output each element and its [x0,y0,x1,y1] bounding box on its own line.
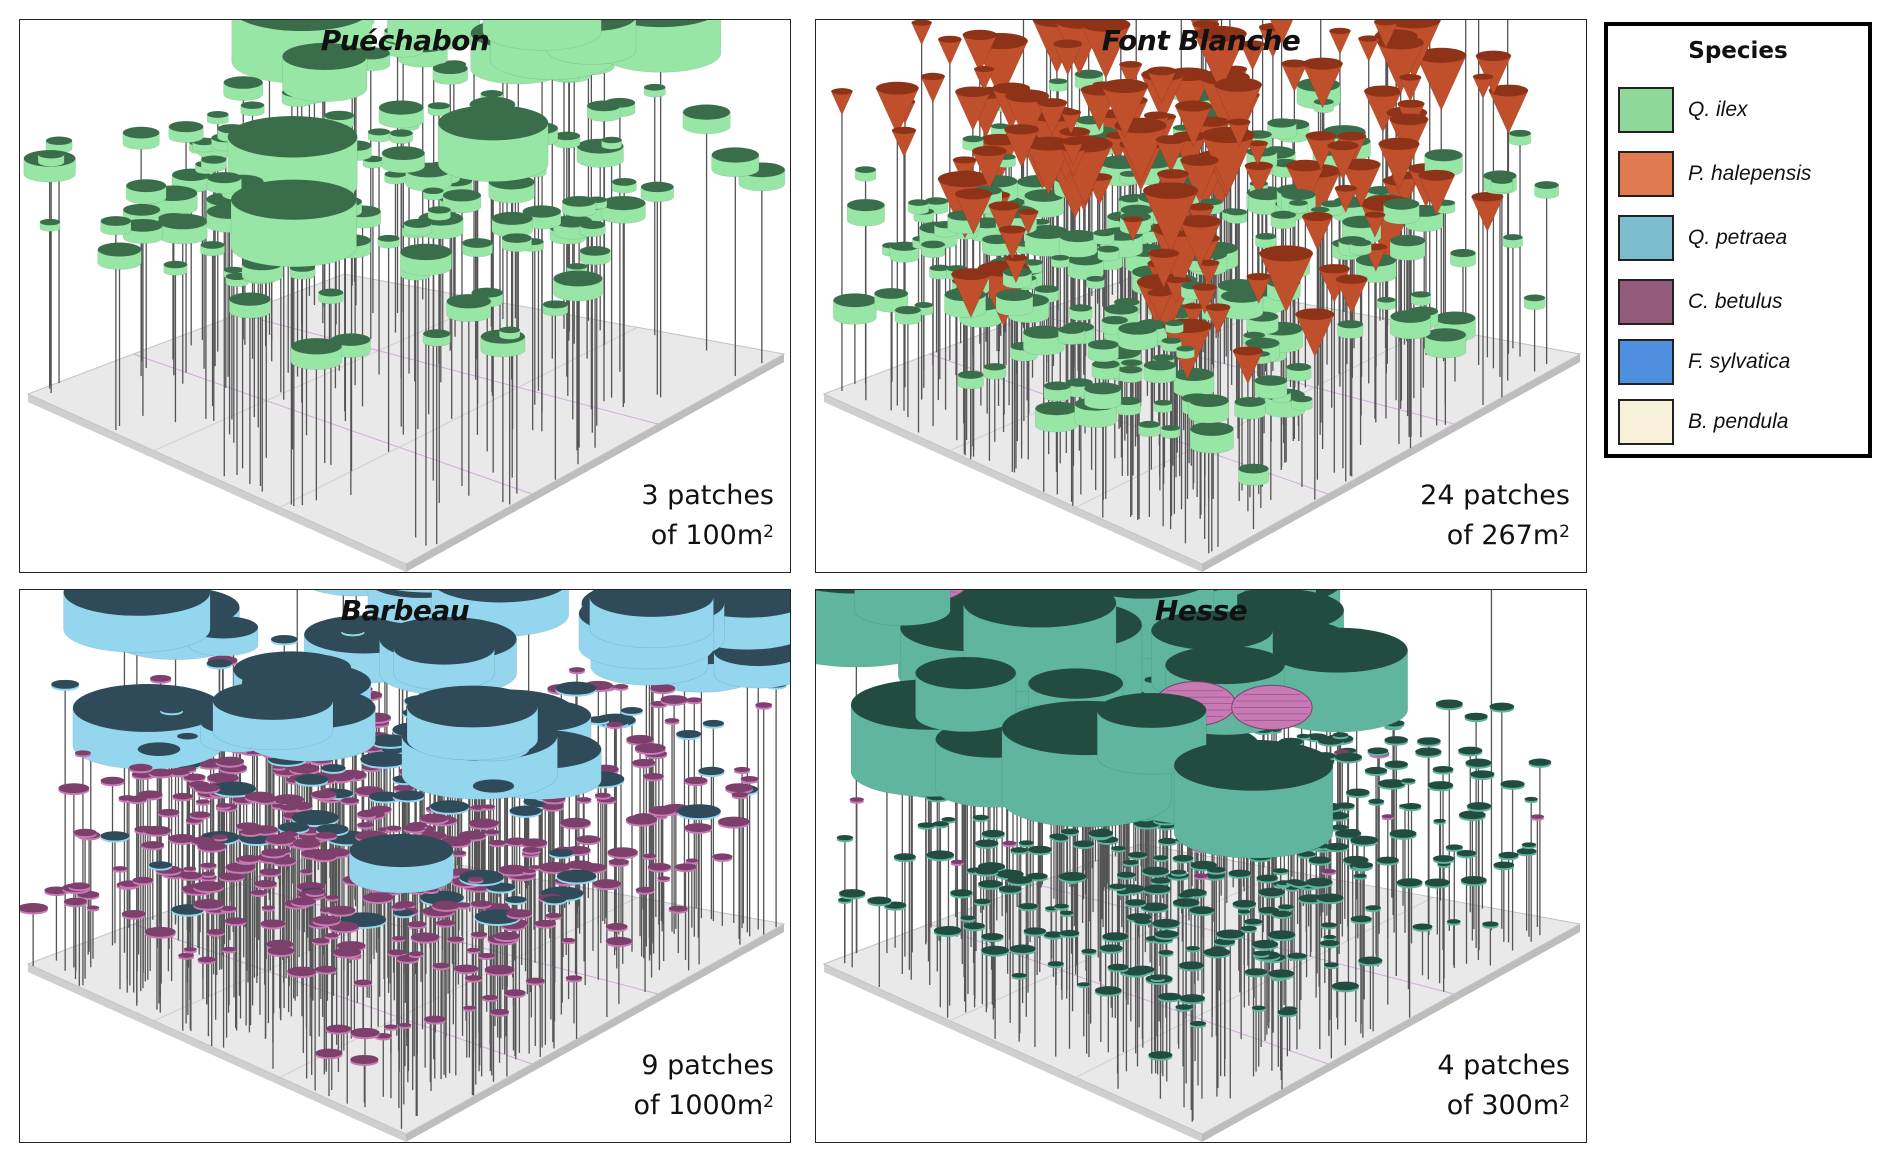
patch-info: 3 patches of 100m2 [641,476,774,556]
legend-swatch [1618,339,1674,385]
tree-crowns [20,590,790,1066]
legend-label: B. pendula [1688,410,1789,433]
tree-crowns [816,590,1552,1061]
stand-view-puechabon [23,20,786,572]
legend-item-f-sylvatica: F. sylvatica [1618,338,1790,386]
patch-area: of 100m2 [650,520,774,551]
patch-count: 9 patches [641,1050,774,1081]
legend-label: Q. petraea [1688,226,1788,249]
legend-item-c-betulus: C. betulus [1618,278,1783,326]
patch-area: of 300m2 [1446,1090,1570,1121]
legend-item-q-ilex: Q. ilex [1618,86,1748,134]
panel-title: Font Blanche [1101,24,1301,57]
tree-crowns [830,20,1560,486]
patch-info: 24 patches of 267m2 [1420,476,1570,556]
patch-info: 9 patches of 1000m2 [634,1046,774,1126]
stand-view-hesse [816,590,1582,1142]
tree-crowns [23,20,786,370]
patch-count: 3 patches [641,480,774,511]
legend-label: P. halepensis [1688,162,1812,185]
legend-swatch [1618,87,1674,133]
legend-swatch [1618,151,1674,197]
legend-swatch [1618,279,1674,325]
legend-item-b-pendula: B. pendula [1618,398,1788,446]
patch-area: of 267m2 [1446,520,1570,551]
legend-title: Species [1688,38,1788,64]
species-legend: Species Q. ilex P. halepensis Q. petraea… [1604,22,1872,458]
panel-puechabon: Puéchabon 3 patches of 100m2 [19,19,791,573]
panel-barbeau: Barbeau 9 patches of 1000m2 [19,589,791,1143]
panel-title: Puéchabon [320,24,490,57]
panel-font-blanche: Font Blanche 24 patches of 267m2 [815,19,1587,573]
patch-count: 24 patches [1420,480,1570,511]
legend-label: C. betulus [1688,290,1783,313]
patch-info: 4 patches of 300m2 [1437,1046,1570,1126]
stand-view-font-blanche [822,20,1582,572]
stand-view-barbeau [20,590,790,1142]
legend-swatch [1618,215,1674,261]
legend-label: F. sylvatica [1688,350,1791,373]
patch-area: of 1000m2 [633,1090,774,1121]
legend-label: Q. ilex [1688,98,1748,121]
legend-item-q-petraea: Q. petraea [1618,214,1787,262]
panel-title: Barbeau [340,594,470,627]
patch-count: 4 patches [1437,1050,1570,1081]
panel-title: Hesse [1154,594,1248,627]
legend-item-p-halepensis: P. halepensis [1618,150,1811,198]
legend-swatch [1618,399,1674,445]
panel-hesse: Hesse 4 patches of 300m2 [815,589,1587,1143]
